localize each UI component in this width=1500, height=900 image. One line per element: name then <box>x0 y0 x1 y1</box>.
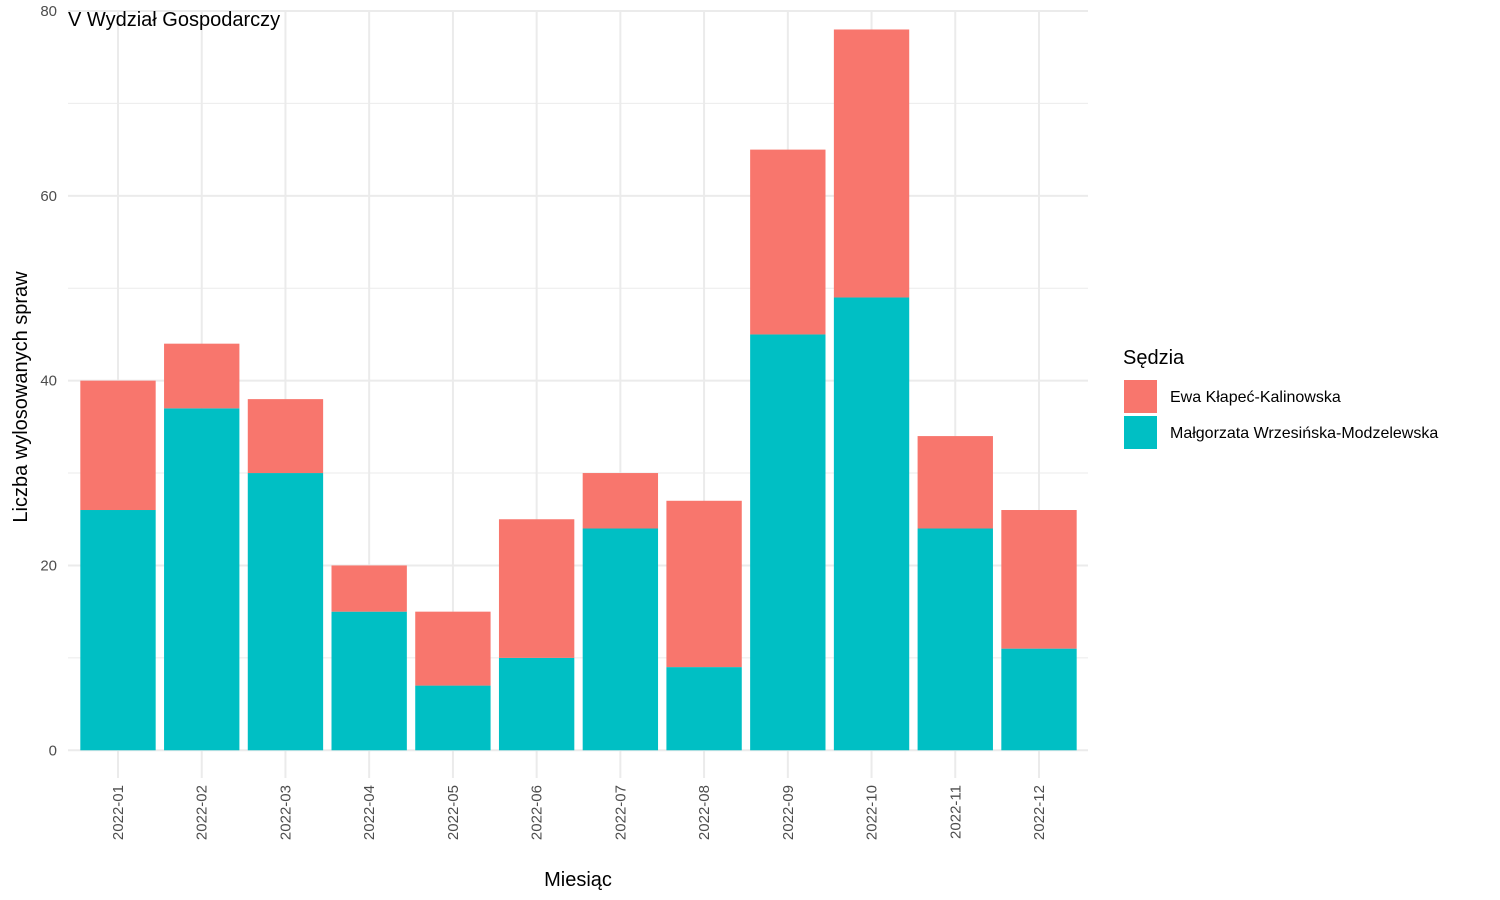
x-axis-ticks: 2022-01 2022-02 2022-03 2022-04 2022-05 2022-… <box>110 785 1048 840</box>
bar-segment <box>498 519 575 658</box>
y-tick-label: 0 <box>49 742 57 759</box>
legend-title: Sędzia <box>1123 347 1185 369</box>
bar-segment <box>415 685 491 751</box>
bar-segment <box>582 528 659 751</box>
bar-segment <box>498 657 575 751</box>
bar-segment <box>80 380 156 511</box>
y-axis-title: Liczba wylosowanych spraw <box>10 271 32 523</box>
x-tick-label: 2022-02 <box>194 785 211 840</box>
bar-segment <box>833 29 910 298</box>
x-tick-label: 2022-03 <box>277 785 294 840</box>
legend: Sędzia Ewa Kłapeć-Kalinowska Małgorzata W… <box>1123 347 1438 449</box>
chart-title: V Wydział Gospodarczy <box>68 9 280 31</box>
x-tick-label: 2022-11 <box>947 785 964 839</box>
bar-segment <box>917 436 993 529</box>
bar-segment <box>247 473 324 751</box>
bar-segment <box>750 149 826 335</box>
x-tick-label: 2022-12 <box>1031 785 1048 840</box>
x-tick-label: 2022-08 <box>696 785 713 840</box>
bar-segment <box>1001 510 1077 649</box>
bar-segment <box>331 565 407 612</box>
bar-segment <box>164 408 240 751</box>
bar-segment <box>750 334 826 751</box>
bar-segment <box>415 611 491 686</box>
y-tick-label: 80 <box>40 3 57 20</box>
y-tick-label: 40 <box>40 373 57 390</box>
y-tick-label: 20 <box>40 557 57 574</box>
bar-segment <box>80 510 156 751</box>
legend-swatch <box>1124 416 1157 449</box>
bars <box>80 29 1077 751</box>
bar-segment <box>666 500 742 668</box>
bar-segment <box>917 528 993 751</box>
bar-segment <box>331 611 407 751</box>
x-axis-title: Miesiąc <box>544 869 612 891</box>
x-tick-label: 2022-06 <box>529 785 546 840</box>
y-axis-ticks: 0 20 40 60 80 <box>40 3 57 759</box>
x-tick-label: 2022-07 <box>612 785 629 840</box>
legend-label: Ewa Kłapeć-Kalinowska <box>1170 389 1341 406</box>
bar-segment <box>833 297 910 751</box>
x-tick-label: 2022-01 <box>110 785 127 840</box>
legend-label: Małgorzata Wrzesińska-Modzelewska <box>1170 425 1438 442</box>
bar-segment <box>1001 648 1077 751</box>
y-tick-label: 60 <box>40 188 57 205</box>
x-tick-label: 2022-05 <box>445 785 462 840</box>
legend-swatch <box>1124 380 1157 413</box>
bar-segment <box>247 399 324 474</box>
x-tick-label: 2022-04 <box>361 785 378 840</box>
bar-segment <box>582 473 659 529</box>
bar-segment <box>666 667 742 751</box>
bar-segment <box>164 343 240 409</box>
x-tick-label: 2022-09 <box>780 785 797 840</box>
x-tick-label: 2022-10 <box>864 785 881 840</box>
